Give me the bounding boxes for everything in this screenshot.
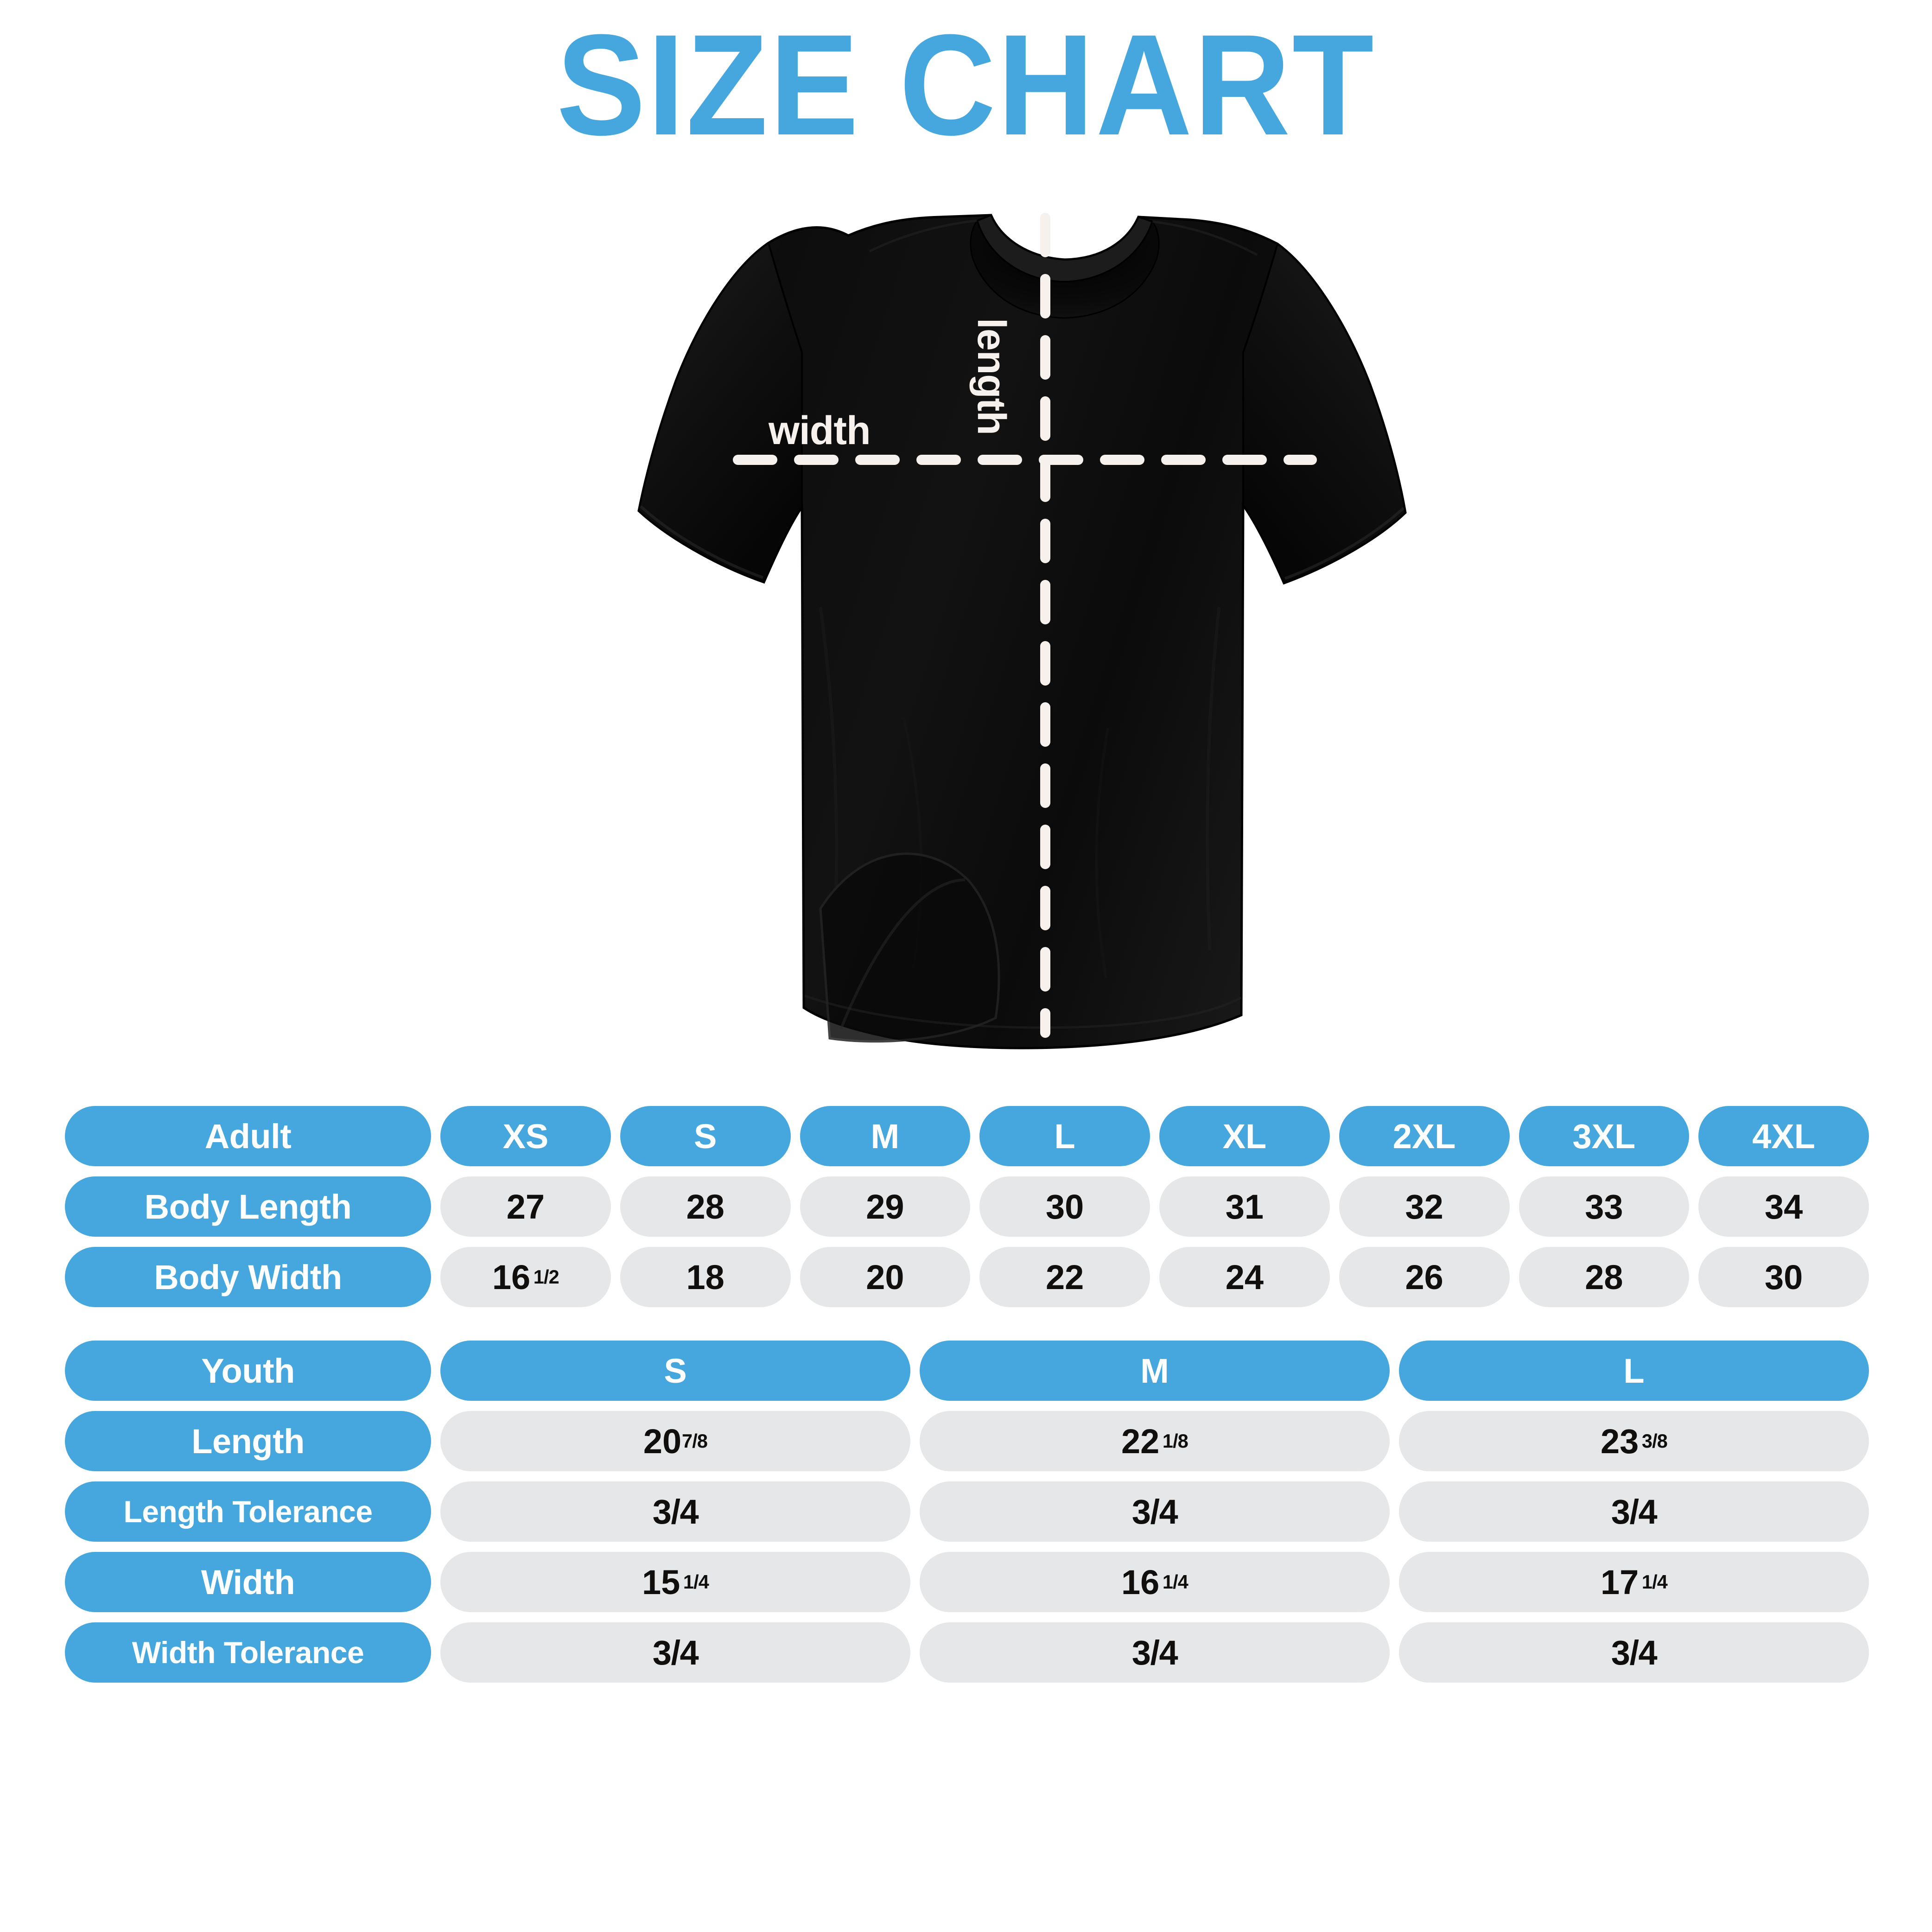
youth-value-cell: 16 1/4	[920, 1552, 1390, 1612]
adult-size-header-3xl[interactable]: 3XL	[1519, 1106, 1690, 1166]
value-fraction: 3/8	[1641, 1430, 1668, 1452]
value-whole: 23	[1600, 1422, 1639, 1461]
value-fraction: 1/4	[1162, 1571, 1188, 1593]
value-whole: 29	[866, 1187, 904, 1226]
youth-row-label: Length	[65, 1411, 431, 1471]
youth-size-header-s[interactable]: S	[440, 1341, 910, 1401]
adult-value-cell: 30	[1698, 1247, 1869, 1307]
youth-value-cell: 3/4	[920, 1481, 1390, 1542]
value-whole: 15	[642, 1563, 680, 1602]
adult-size-header-2xl[interactable]: 2XL	[1339, 1106, 1510, 1166]
value-fraction: 3/4	[1611, 1492, 1658, 1531]
value-whole: 17	[1600, 1563, 1639, 1602]
value-whole: 24	[1225, 1258, 1264, 1296]
youth-value-cell: 3/4	[440, 1622, 910, 1683]
youth-section-label: Youth	[65, 1341, 431, 1401]
value-whole: 31	[1225, 1187, 1264, 1226]
youth-value-cell: 3/4	[920, 1622, 1390, 1683]
youth-size-header-m[interactable]: M	[920, 1341, 1390, 1401]
youth-row-label: Width Tolerance	[65, 1622, 431, 1683]
adult-value-cell: 26	[1339, 1247, 1510, 1307]
value-fraction: 1/8	[1162, 1430, 1188, 1452]
adult-size-header-s[interactable]: S	[620, 1106, 791, 1166]
adult-value-cell: 33	[1519, 1176, 1690, 1237]
value-whole: 34	[1764, 1187, 1803, 1226]
youth-size-header-l[interactable]: L	[1399, 1341, 1869, 1401]
value-whole: 30	[1764, 1258, 1803, 1296]
table-row: Width Tolerance 3/4 3/4 3/4	[65, 1622, 1869, 1683]
value-fraction: 1/2	[533, 1266, 559, 1288]
adult-value-cell: 31	[1159, 1176, 1330, 1237]
adult-size-header-xs[interactable]: XS	[440, 1106, 611, 1166]
adult-size-header-4xl[interactable]: 4XL	[1698, 1106, 1869, 1166]
value-whole: 32	[1405, 1187, 1443, 1226]
adult-size-header-l[interactable]: L	[979, 1106, 1150, 1166]
youth-row-label: Length Tolerance	[65, 1481, 431, 1542]
table-row: Body Length 27 28 29 30 31 32 33 34	[65, 1176, 1869, 1237]
value-whole: 18	[686, 1258, 724, 1296]
adult-value-cell: 24	[1159, 1247, 1330, 1307]
adult-value-cell: 32	[1339, 1176, 1510, 1237]
youth-value-cell: 22 1/8	[920, 1411, 1390, 1471]
table-row: Width 15 1/4 16 1/4 17 1/4	[65, 1552, 1869, 1612]
youth-value-cell: 3/4	[1399, 1481, 1869, 1542]
tshirt-illustration	[637, 213, 1407, 1049]
youth-value-cell: 3/4	[1399, 1622, 1869, 1683]
youth-value-cell: 15 1/4	[440, 1552, 910, 1612]
adult-value-cell: 22	[979, 1247, 1150, 1307]
adult-value-cell: 28	[1519, 1247, 1690, 1307]
value-fraction: 3/4	[652, 1633, 699, 1672]
value-fraction: 7/8	[682, 1430, 708, 1452]
adult-size-header-m[interactable]: M	[800, 1106, 971, 1166]
adult-size-table: Adult XS S M L XL 2XL 3XL 4XL Body Length 27 28 29…	[65, 1106, 1869, 1307]
youth-row-label: Width	[65, 1552, 431, 1612]
adult-section-label: Adult	[65, 1106, 431, 1166]
value-whole: 30	[1045, 1187, 1084, 1226]
adult-value-cell: 34	[1698, 1176, 1869, 1237]
page-title: SIZE CHART	[556, 4, 1376, 165]
adult-value-cell: 18	[620, 1247, 791, 1307]
youth-value-cell: 3/4	[440, 1481, 910, 1542]
value-fraction: 3/4	[1611, 1633, 1658, 1672]
adult-value-cell: 30	[979, 1176, 1150, 1237]
table-row: Body Width 16 1/2 18 20 22 24 26 28 30	[65, 1247, 1869, 1307]
table-row: Length Tolerance 3/4 3/4 3/4	[65, 1481, 1869, 1542]
value-fraction: 3/4	[1131, 1633, 1178, 1672]
youth-value-cell: 20 7/8	[440, 1411, 910, 1471]
adult-value-cell: 29	[800, 1176, 971, 1237]
value-whole: 16	[1121, 1563, 1160, 1602]
value-whole: 28	[1585, 1258, 1623, 1296]
youth-value-cell: 17 1/4	[1399, 1552, 1869, 1612]
diagram-length-label: length	[969, 318, 1014, 435]
value-whole: 22	[1121, 1422, 1160, 1461]
value-whole: 20	[643, 1422, 682, 1461]
diagram-width-label: width	[769, 408, 871, 453]
value-whole: 27	[506, 1187, 545, 1226]
adult-header-row: Adult XS S M L XL 2XL 3XL 4XL	[65, 1106, 1869, 1166]
value-whole: 22	[1045, 1258, 1084, 1296]
youth-value-cell: 23 3/8	[1399, 1411, 1869, 1471]
tshirt-diagram: width length	[496, 199, 1437, 1071]
value-whole: 16	[492, 1258, 531, 1296]
value-fraction: 1/4	[1641, 1571, 1668, 1593]
value-fraction: 3/4	[1131, 1492, 1178, 1531]
value-whole: 26	[1405, 1258, 1443, 1296]
adult-value-cell: 27	[440, 1176, 611, 1237]
title-container: SIZE CHART	[0, 13, 1932, 157]
adult-value-cell: 16 1/2	[440, 1247, 611, 1307]
value-fraction: 3/4	[652, 1492, 699, 1531]
adult-size-header-xl[interactable]: XL	[1159, 1106, 1330, 1166]
value-fraction: 1/4	[683, 1571, 709, 1593]
adult-value-cell: 20	[800, 1247, 971, 1307]
value-whole: 20	[866, 1258, 904, 1296]
adult-value-cell: 28	[620, 1176, 791, 1237]
table-row: Length 20 7/8 22 1/8 23 3/8	[65, 1411, 1869, 1471]
adult-row-label: Body Width	[65, 1247, 431, 1307]
adult-row-label: Body Length	[65, 1176, 431, 1237]
value-whole: 33	[1585, 1187, 1623, 1226]
value-whole: 28	[686, 1187, 724, 1226]
size-tables: Adult XS S M L XL 2XL 3XL 4XL Body Length 27 28 29…	[65, 1106, 1869, 1693]
